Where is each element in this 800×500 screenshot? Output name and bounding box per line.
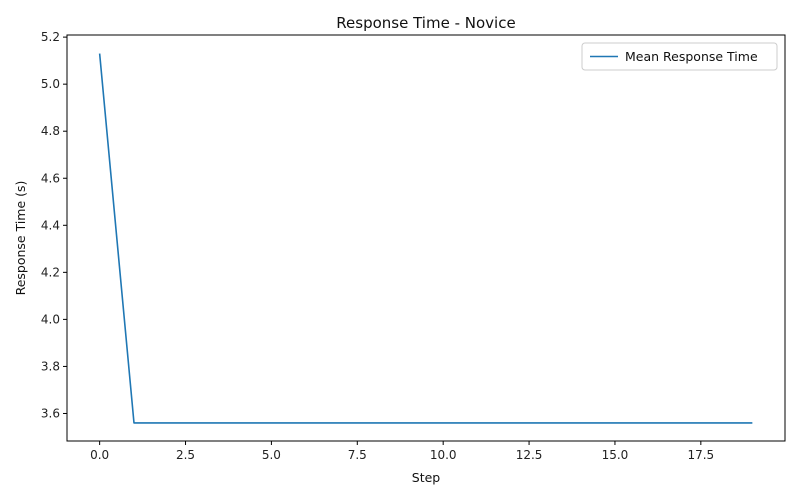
x-tick-label: 10.0	[430, 448, 457, 462]
x-axis-label: Step	[412, 470, 441, 485]
x-tick-label: 12.5	[516, 448, 543, 462]
y-axis-label: Response Time (s)	[13, 181, 28, 296]
y-tick-label: 4.6	[41, 171, 60, 185]
y-tick-label: 3.6	[41, 406, 60, 420]
x-axis: 0.0 2.5 5.0 7.5 10.0 12.5 15.0 17.5	[90, 441, 714, 462]
y-tick-label: 4.2	[41, 265, 60, 279]
x-tick-label: 2.5	[176, 448, 195, 462]
chart-title: Response Time - Novice	[336, 14, 515, 32]
legend: Mean Response Time	[581, 42, 778, 71]
x-tick-label: 0.0	[90, 448, 109, 462]
y-tick-label: 3.8	[41, 359, 60, 373]
y-tick-label: 4.4	[41, 218, 60, 232]
x-tick-label: 5.0	[262, 448, 281, 462]
series-line-mean-response-time	[98, 53, 753, 424]
plot-area: 0.0 2.5 5.0 7.5 10.0 12.5 15.0 17.5 3.6 3.8 4.0 4.…	[41, 30, 786, 462]
plot-frame	[66, 34, 786, 442]
series-layer	[98, 53, 753, 424]
legend-frame	[581, 42, 778, 71]
y-tick-label: 4.0	[41, 312, 60, 326]
y-tick-label: 5.0	[41, 77, 60, 91]
x-tick-label: 7.5	[348, 448, 367, 462]
legend-label: Mean Response Time	[625, 49, 758, 64]
y-tick-label: 5.2	[41, 30, 60, 44]
x-tick-label: 15.0	[602, 448, 629, 462]
y-tick-label: 4.8	[41, 124, 60, 138]
x-tick-label: 17.5	[687, 448, 714, 462]
y-axis: 3.6 3.8 4.0 4.2 4.4 4.6 4.8 5.0 5.2	[41, 30, 67, 420]
